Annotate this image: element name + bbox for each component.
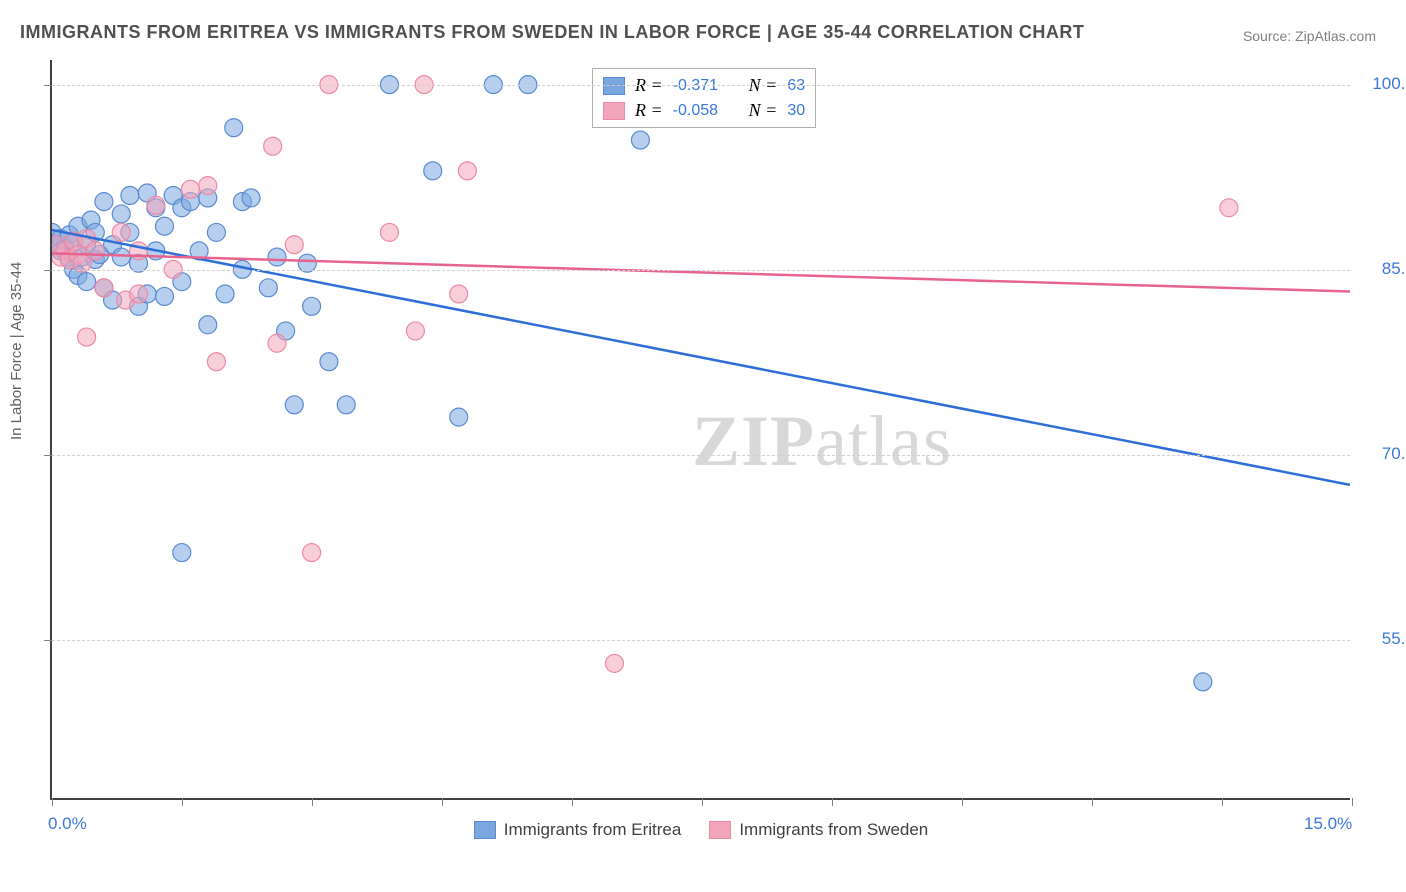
data-point (1220, 199, 1238, 217)
legend-item: Immigrants from Eritrea (474, 820, 682, 840)
data-point (112, 248, 130, 266)
x-tick (962, 798, 963, 806)
data-point (181, 180, 199, 198)
data-point (156, 287, 174, 305)
y-tick-label: 100.0% (1372, 74, 1406, 94)
y-axis-label: In Labor Force | Age 35-44 (8, 262, 25, 440)
data-point (337, 396, 355, 414)
data-point (631, 131, 649, 149)
data-point (216, 285, 234, 303)
gridline (52, 455, 1350, 456)
data-point (320, 353, 338, 371)
data-point (225, 119, 243, 137)
x-tick (312, 798, 313, 806)
x-tick (702, 798, 703, 806)
data-point (121, 186, 139, 204)
data-point (207, 223, 225, 241)
y-tick-label: 85.0% (1382, 259, 1406, 279)
data-point (285, 396, 303, 414)
x-tick (182, 798, 183, 806)
chart-plot-area: ZIPatlas R =-0.371N =63R =-0.058N =30 Im… (50, 60, 1350, 800)
correlation-legend: R =-0.371N =63R =-0.058N =30 (592, 68, 816, 128)
y-tick-label: 70.0% (1382, 444, 1406, 464)
data-point (147, 196, 165, 214)
data-point (95, 279, 113, 297)
source-name: ZipAtlas.com (1295, 28, 1376, 44)
data-point (380, 223, 398, 241)
gridline (52, 85, 1350, 86)
data-point (112, 223, 130, 241)
data-point (199, 316, 217, 334)
data-point (268, 248, 286, 266)
legend-item: Immigrants from Sweden (709, 820, 928, 840)
y-tick (44, 85, 52, 86)
data-point (268, 334, 286, 352)
x-tick (832, 798, 833, 806)
data-point (242, 189, 260, 207)
x-tick (442, 798, 443, 806)
data-point (406, 322, 424, 340)
y-tick (44, 640, 52, 641)
legend-swatch (709, 821, 731, 839)
data-point (78, 273, 96, 291)
data-point (199, 177, 217, 195)
data-point (450, 285, 468, 303)
data-point (156, 217, 174, 235)
data-point (303, 297, 321, 315)
data-point (207, 353, 225, 371)
trend-line (52, 230, 1350, 485)
x-tick-label: 15.0% (1304, 814, 1352, 834)
x-tick (52, 798, 53, 806)
data-point (259, 279, 277, 297)
y-tick-label: 55.0% (1382, 629, 1406, 649)
data-point (173, 544, 191, 562)
legend-r-value: -0.058 (673, 102, 739, 120)
data-point (112, 205, 130, 223)
x-tick-label: 0.0% (48, 814, 87, 834)
data-point (1194, 673, 1212, 691)
x-tick (1352, 798, 1353, 806)
series-legend: Immigrants from Eritrea Immigrants from S… (52, 820, 1350, 840)
data-point (95, 193, 113, 211)
legend-r-label: R = (635, 100, 663, 121)
legend-swatch (474, 821, 496, 839)
data-point (130, 285, 148, 303)
chart-title: IMMIGRANTS FROM ERITREA VS IMMIGRANTS FR… (20, 22, 1084, 43)
source-link[interactable]: Source: ZipAtlas.com (1243, 28, 1376, 44)
legend-label: Immigrants from Eritrea (504, 820, 682, 840)
gridline (52, 640, 1350, 641)
legend-n-value: 30 (787, 102, 805, 120)
scatter-svg (52, 60, 1350, 799)
y-tick (44, 455, 52, 456)
legend-row: R = -0.058 N = 30 (603, 98, 805, 123)
legend-n-label: N = (749, 100, 778, 121)
data-point (78, 328, 96, 346)
data-point (303, 544, 321, 562)
data-point (424, 162, 442, 180)
x-tick (1222, 798, 1223, 806)
data-point (264, 137, 282, 155)
y-tick (44, 270, 52, 271)
gridline (52, 270, 1350, 271)
source-prefix: Source: (1243, 28, 1295, 44)
legend-swatch (603, 102, 625, 120)
data-point (605, 654, 623, 672)
data-point (458, 162, 476, 180)
legend-label: Immigrants from Sweden (739, 820, 928, 840)
x-tick (572, 798, 573, 806)
data-point (450, 408, 468, 426)
data-point (285, 236, 303, 254)
data-point (86, 242, 104, 260)
x-tick (1092, 798, 1093, 806)
